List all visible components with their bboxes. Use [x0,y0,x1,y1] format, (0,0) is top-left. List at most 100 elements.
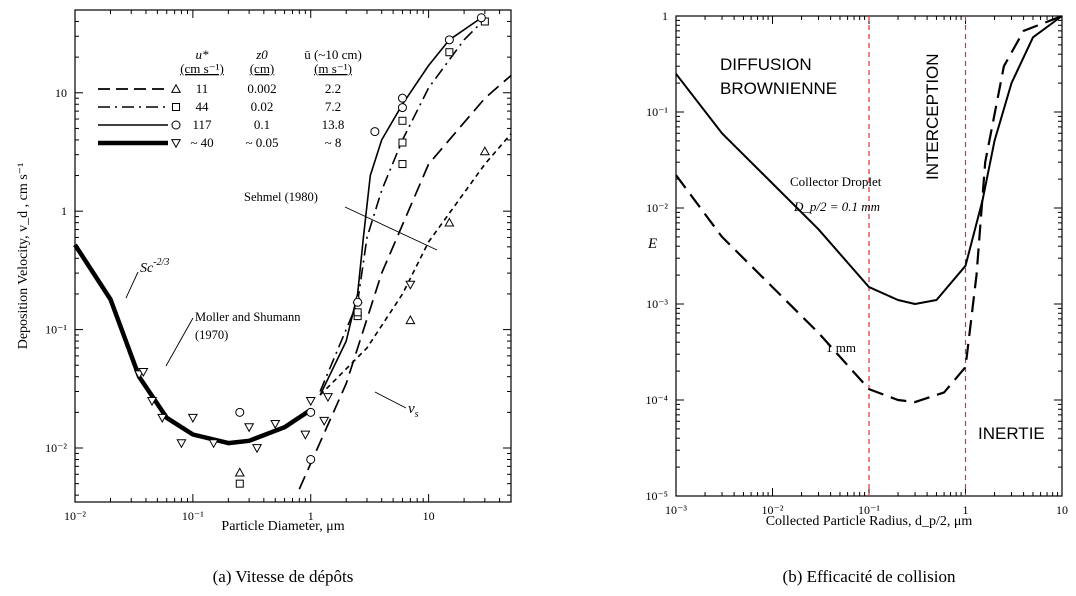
x-tick-label: 10⁻² [64,509,86,523]
circle-marker [370,127,380,137]
moller-leader [165,317,194,367]
moller-year: (1970) [195,328,228,342]
plot-a-ylabel: Deposition Velocity, v_d , cm s⁻¹ [16,163,31,350]
y-tick-label: 10⁻³ [646,297,668,311]
triangle-marker [234,467,245,477]
plot-a-frame [74,9,512,503]
sehmel-leader [344,206,438,251]
legend-ubar-value: ~ 8 [325,135,342,150]
inv-triangle-marker [157,413,168,424]
square-marker [398,138,407,147]
legend-header-z0-unit: (cm) [250,61,275,76]
x-tick-label: 10⁻³ [665,503,687,517]
plot-b-ticks [675,15,1063,497]
x-tick-label: 1 [963,503,969,517]
region-interception: INTERCEPTION [923,53,942,180]
moller-label: Moller and Shumann [195,310,301,324]
inv-triangle-marker [244,423,255,433]
sc-label-exp: -2/3 [153,257,169,268]
legend-header-u-unit: (cm s⁻¹) [180,61,224,76]
panel-a: 10⁻² 10⁻¹ 1 10 10⁻² 10⁻¹ 1 10 u* (cm s⁻¹) z0 (c… [16,9,512,586]
legend-z0-value: ~ 0.05 [245,135,278,150]
legend-z0-value: 0.002 [247,81,276,96]
x-tick-label: 1 [308,509,314,523]
circle-marker [171,120,181,130]
circle-marker [444,35,454,45]
plot-a-ticks [74,9,512,502]
y-tick-label: 10 [55,86,67,100]
legend-header-ubar-unit: (m s⁻¹) [314,61,352,76]
sc-label-base: Sc [140,261,154,276]
plot-b-xlabel: Collected Particle Radius, d_p/2, μm [766,514,973,529]
y-tick-label: 10⁻² [45,441,67,455]
y-tick-label: 10⁻⁵ [645,489,668,503]
plot-b-tick-labels: 10⁻³ 10⁻² 10⁻¹ 1 10 10⁻⁵ 10⁻⁴ 10⁻³ 10⁻² 10⁻¹ 1 [645,9,1068,517]
inv-triangle-marker [187,413,198,424]
region-diffusion: DIFFUSION [720,55,812,74]
vs-leader [374,391,407,409]
y-tick-label: 10⁻¹ [45,323,67,337]
sc-leader [125,271,139,299]
series-1-mm [675,14,1063,404]
square-marker [235,479,244,488]
legend-header-z0: z0 [255,47,268,62]
series-0-1-mm [675,15,1063,305]
y-tick-label: 10⁻⁴ [645,393,668,407]
inv-triangle-marker [176,439,187,449]
vs-label-base: v [408,401,415,417]
legend-header-u: u* [196,47,210,62]
x-tick-label: 10⁻¹ [182,509,204,523]
caption-b: (b) Efficacité de collision [783,567,956,586]
region-inertie: INERTIE [978,424,1045,443]
square-marker [172,103,180,111]
x-tick-label: 10 [1056,503,1068,517]
circle-marker [397,93,407,103]
circle-marker [397,103,407,113]
caption-a: (a) Vitesse de dépôts [213,567,354,586]
plot-b-series [675,14,1063,404]
circle-marker [353,297,363,307]
legend-z0-value: 0.1 [254,117,270,132]
square-marker [398,116,407,125]
circle-marker [306,454,316,464]
y-tick-label: 1 [61,204,67,218]
x-tick-label: 10⁻² [762,503,784,517]
triangle-marker [405,314,416,325]
plot-b-ylabel: E [647,236,657,252]
collector-dp-label: D_p/2 = 0.1 mm [793,199,880,214]
plot-a-tick-labels: 10⁻² 10⁻¹ 1 10 10⁻² 10⁻¹ 1 10 [45,86,435,523]
triangle-marker [479,146,490,156]
inv-triangle-marker [170,139,182,149]
inv-triangle-marker [405,280,416,290]
inv-triangle-marker [251,444,263,454]
legend-header-ubar: ū (~10 cm) [304,47,362,62]
vs-label-sub: s [415,409,419,420]
panel-b: 10⁻³ 10⁻² 10⁻¹ 1 10 10⁻⁵ 10⁻⁴ 10⁻³ 10⁻² 10⁻¹ 1 DIF… [645,9,1068,586]
series-thick [73,243,312,446]
legend-rows: 11 0.002 2.2 44 0.02 7.2 117 0.1 13.8 ~ 40 ~ 0.05 ~… [98,81,344,150]
plot-a-markers [134,13,490,488]
y-tick-label: 10⁻¹ [646,105,668,119]
triangle-marker [444,217,455,227]
inv-triangle-marker [319,416,330,426]
legend-ubar-value: 2.2 [325,81,341,96]
plot-a-xlabel: Particle Diameter, μm [221,519,344,534]
inv-triangle-marker [146,397,158,407]
circle-marker [235,407,245,417]
legend-ubar-value: 13.8 [322,117,345,132]
one-mm-label: 1 mm [826,340,856,355]
legend-z0-value: 0.02 [251,99,274,114]
series-dashdot [319,18,486,392]
sc-label: Sc-2/3 [140,257,169,276]
inv-triangle-marker [305,397,316,407]
legend-u-value: 11 [196,81,209,96]
plot-b-vlines [868,16,967,496]
plot-a-annotations: Sc-2/3 Moller and Shumann (1970) Sehmel … [125,190,438,420]
plot-b-region-labels: DIFFUSION BROWNIENNE INTERCEPTION INERTI… [720,53,1045,443]
legend-ubar-value: 7.2 [325,99,341,114]
series-dotted [319,133,512,396]
sehmel-label: Sehmel (1980) [244,190,318,204]
vs-label: vs [408,401,419,420]
legend-u-value: ~ 40 [190,135,213,150]
